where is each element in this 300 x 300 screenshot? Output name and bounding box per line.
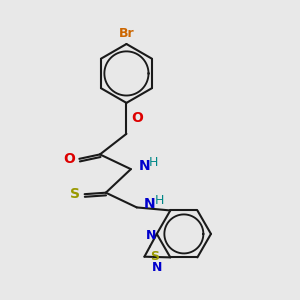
- Text: N: N: [152, 261, 163, 274]
- Text: N: N: [144, 197, 156, 212]
- Text: N: N: [139, 159, 151, 173]
- Text: H: H: [149, 156, 158, 169]
- Text: O: O: [132, 111, 144, 125]
- Text: H: H: [154, 194, 164, 207]
- Text: O: O: [63, 152, 75, 166]
- Text: N: N: [146, 229, 157, 242]
- Text: S: S: [70, 187, 80, 201]
- Text: Br: Br: [118, 27, 134, 40]
- Text: S: S: [150, 250, 159, 263]
